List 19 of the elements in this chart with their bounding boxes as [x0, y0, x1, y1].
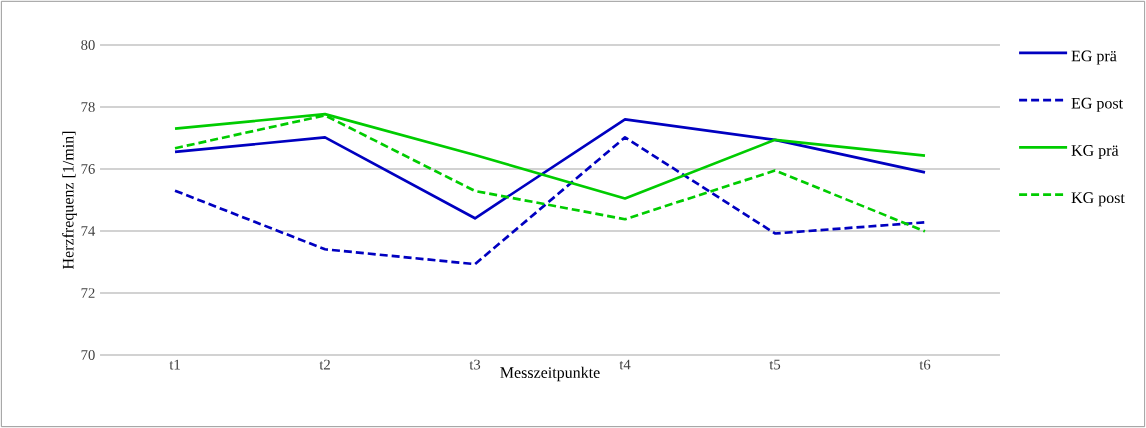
legend-label: EG post [1071, 97, 1123, 112]
y-tick-label: 76 [81, 164, 95, 174]
y-tick-label: 72 [81, 288, 95, 298]
x-tick-label: t6 [919, 359, 931, 370]
legend-label: KG post [1071, 192, 1125, 207]
legend-label: EG prä [1071, 50, 1117, 65]
x-tick-label: t5 [769, 359, 781, 370]
line-series [173, 136, 927, 266]
x-tick-label: t1 [169, 359, 180, 370]
y-tick-label: 80 [81, 40, 95, 50]
x-axis-title: Messzeitpunkte [500, 366, 600, 382]
x-tick-label: t3 [469, 359, 481, 370]
x-tick-label: t4 [619, 359, 631, 370]
x-tick-label: t2 [319, 359, 330, 370]
y-tick-label: 78 [81, 102, 95, 112]
y-tick-label: 74 [81, 226, 96, 236]
y-tick-label: 70 [81, 350, 95, 360]
legend-label: KG prä [1071, 145, 1119, 160]
y-axis-title: Herzfrequenz [1/min] [62, 131, 77, 270]
